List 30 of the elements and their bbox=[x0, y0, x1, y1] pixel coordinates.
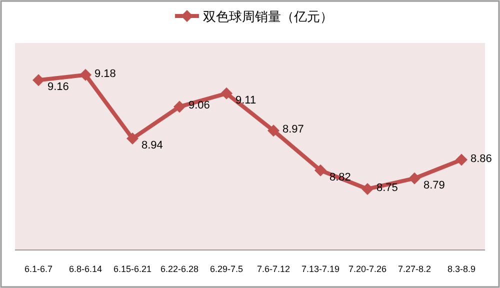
point bbox=[268, 124, 280, 137]
data-label: 8.86 bbox=[470, 152, 492, 165]
x-tick-label: 8.3-8.9 bbox=[447, 264, 476, 274]
x-tick-label: 6.1-6.7 bbox=[24, 264, 53, 274]
x-tick-label: 7.20-7.26 bbox=[348, 264, 387, 274]
x-tick-label: 6.8-6.14 bbox=[68, 264, 102, 274]
point bbox=[174, 100, 186, 113]
data-label: 8.82 bbox=[330, 171, 351, 184]
point bbox=[32, 74, 44, 86]
data-label: 9.06 bbox=[188, 100, 210, 112]
x-tick-label: 7.27-8.2 bbox=[398, 264, 432, 274]
x-tick-label: 7.13-7.19 bbox=[301, 264, 340, 274]
data-label: 8.94 bbox=[142, 140, 163, 152]
point bbox=[456, 154, 468, 166]
data-label: 9.11 bbox=[236, 94, 256, 106]
legend-label: 双色球周销量（亿元） bbox=[203, 9, 333, 24]
point bbox=[408, 172, 420, 184]
x-tick-label: 6.22-6.28 bbox=[160, 264, 199, 274]
data-label: 8.79 bbox=[424, 179, 445, 192]
x-tick-label: 7.6-7.12 bbox=[256, 264, 290, 274]
x-tick-label: 6.29-7.5 bbox=[210, 264, 244, 274]
point bbox=[80, 68, 92, 81]
data-label: 9.16 bbox=[48, 81, 69, 94]
point bbox=[314, 164, 326, 176]
x-tick-label: 6.15-6.21 bbox=[113, 264, 152, 274]
point bbox=[126, 132, 138, 145]
point bbox=[362, 182, 374, 195]
data-label: 8.97 bbox=[282, 124, 304, 136]
data-label: 9.18 bbox=[94, 68, 116, 80]
point bbox=[220, 87, 232, 100]
